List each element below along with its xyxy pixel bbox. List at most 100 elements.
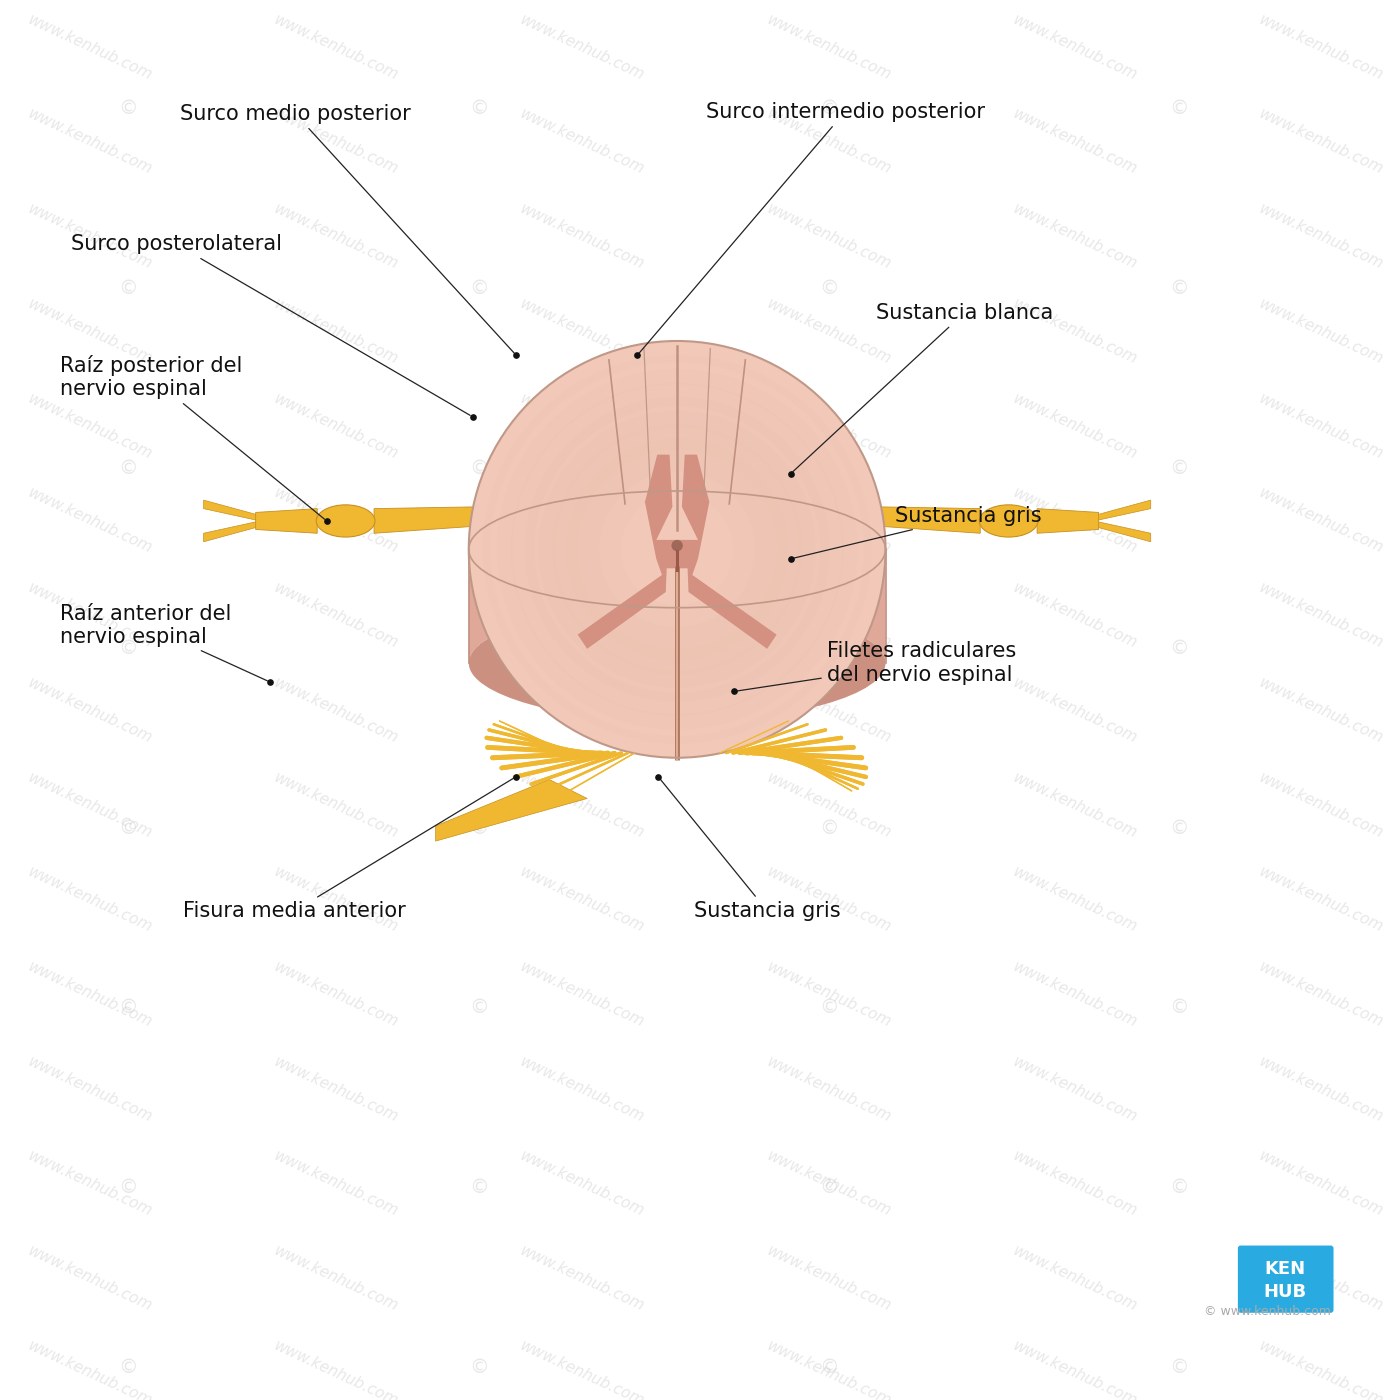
Text: Raíz anterior del
nervio espinal: Raíz anterior del nervio espinal [60,603,267,680]
Text: www.kenhub.com: www.kenhub.com [518,13,647,83]
Text: www.kenhub.com: www.kenhub.com [272,295,400,367]
Text: ©: © [469,638,489,658]
Text: ©: © [119,459,139,477]
Text: www.kenhub.com: www.kenhub.com [1011,1054,1140,1124]
Text: ©: © [819,279,839,298]
Text: www.kenhub.com: www.kenhub.com [25,1054,154,1124]
Text: www.kenhub.com: www.kenhub.com [1011,13,1140,83]
Text: ©: © [119,638,139,658]
Polygon shape [578,455,777,648]
Text: www.kenhub.com: www.kenhub.com [764,106,893,178]
Text: KEN
HUB: KEN HUB [1264,1260,1306,1301]
Text: ©: © [469,459,489,477]
Text: ©: © [1169,1358,1189,1378]
Text: www.kenhub.com: www.kenhub.com [518,864,647,935]
Text: ©: © [119,998,139,1018]
Text: ©: © [1169,459,1189,477]
Text: www.kenhub.com: www.kenhub.com [518,675,647,746]
Text: www.kenhub.com: www.kenhub.com [764,1054,893,1124]
Text: ©: © [119,1358,139,1378]
Ellipse shape [316,505,375,538]
Text: www.kenhub.com: www.kenhub.com [1011,864,1140,935]
Text: www.kenhub.com: www.kenhub.com [1257,202,1386,272]
Text: www.kenhub.com: www.kenhub.com [272,675,400,746]
Text: ©: © [119,279,139,298]
Text: www.kenhub.com: www.kenhub.com [518,1243,647,1315]
Text: www.kenhub.com: www.kenhub.com [1011,202,1140,272]
Text: www.kenhub.com: www.kenhub.com [272,770,400,840]
Text: www.kenhub.com: www.kenhub.com [1257,580,1386,651]
Text: www.kenhub.com: www.kenhub.com [1011,391,1140,462]
Text: www.kenhub.com: www.kenhub.com [25,959,154,1030]
Text: www.kenhub.com: www.kenhub.com [764,13,893,83]
Text: ©: © [1169,998,1189,1018]
Text: www.kenhub.com: www.kenhub.com [764,1338,893,1400]
Text: www.kenhub.com: www.kenhub.com [272,486,400,556]
Text: ©: © [119,98,139,118]
Text: www.kenhub.com: www.kenhub.com [518,391,647,462]
Text: www.kenhub.com: www.kenhub.com [272,1338,400,1400]
Text: www.kenhub.com: www.kenhub.com [272,106,400,178]
Text: www.kenhub.com: www.kenhub.com [1257,391,1386,462]
Text: www.kenhub.com: www.kenhub.com [25,391,154,462]
Text: ©: © [1169,98,1189,118]
Text: www.kenhub.com: www.kenhub.com [518,1054,647,1124]
Text: ©: © [469,98,489,118]
Text: Filetes radiculares
del nervio espinal: Filetes radiculares del nervio espinal [736,641,1016,692]
Text: www.kenhub.com: www.kenhub.com [764,864,893,935]
Text: www.kenhub.com: www.kenhub.com [518,1338,647,1400]
Text: www.kenhub.com: www.kenhub.com [1011,675,1140,746]
Polygon shape [1099,522,1151,542]
Text: www.kenhub.com: www.kenhub.com [25,106,154,178]
Text: ©: © [119,819,139,837]
Text: ©: © [819,998,839,1018]
Text: www.kenhub.com: www.kenhub.com [25,1148,154,1219]
Text: Fisura media anterior: Fisura media anterior [183,778,514,921]
Ellipse shape [469,491,886,608]
Text: www.kenhub.com: www.kenhub.com [518,202,647,272]
Text: www.kenhub.com: www.kenhub.com [518,580,647,651]
Text: Sustancia gris: Sustancia gris [794,507,1042,559]
Text: www.kenhub.com: www.kenhub.com [1011,1338,1140,1400]
Text: www.kenhub.com: www.kenhub.com [764,1243,893,1315]
Text: www.kenhub.com: www.kenhub.com [1011,1243,1140,1315]
Text: www.kenhub.com: www.kenhub.com [764,770,893,840]
Text: Sustancia gris: Sustancia gris [659,778,841,921]
Text: www.kenhub.com: www.kenhub.com [518,106,647,178]
Text: www.kenhub.com: www.kenhub.com [272,13,400,83]
Polygon shape [435,780,587,841]
Text: www.kenhub.com: www.kenhub.com [25,486,154,556]
Text: www.kenhub.com: www.kenhub.com [25,864,154,935]
Text: www.kenhub.com: www.kenhub.com [25,1338,154,1400]
Text: Sustancia blanca: Sustancia blanca [792,302,1053,472]
Text: ©: © [819,819,839,837]
Text: www.kenhub.com: www.kenhub.com [764,1148,893,1219]
Text: www.kenhub.com: www.kenhub.com [1257,1054,1386,1124]
Text: www.kenhub.com: www.kenhub.com [764,675,893,746]
FancyBboxPatch shape [1238,1246,1334,1313]
Text: www.kenhub.com: www.kenhub.com [764,959,893,1030]
Text: © www.kenhub.com: © www.kenhub.com [1204,1305,1330,1319]
Text: ©: © [819,459,839,477]
Text: www.kenhub.com: www.kenhub.com [1257,959,1386,1030]
Text: www.kenhub.com: www.kenhub.com [25,770,154,840]
Text: ©: © [1169,1179,1189,1197]
Text: ©: © [119,1179,139,1197]
Text: www.kenhub.com: www.kenhub.com [1257,1243,1386,1315]
Text: www.kenhub.com: www.kenhub.com [272,864,400,935]
Polygon shape [374,507,483,533]
Text: www.kenhub.com: www.kenhub.com [518,486,647,556]
Text: www.kenhub.com: www.kenhub.com [1011,770,1140,840]
Circle shape [469,342,886,757]
Text: ©: © [819,1358,839,1378]
Polygon shape [1037,508,1099,533]
Text: www.kenhub.com: www.kenhub.com [1011,580,1140,651]
Text: Surco intermedio posterior: Surco intermedio posterior [640,102,984,353]
Text: ©: © [469,1358,489,1378]
Text: www.kenhub.com: www.kenhub.com [764,580,893,651]
Text: www.kenhub.com: www.kenhub.com [1011,295,1140,367]
Ellipse shape [469,605,886,721]
Text: www.kenhub.com: www.kenhub.com [764,391,893,462]
Text: www.kenhub.com: www.kenhub.com [764,202,893,272]
Text: ©: © [469,998,489,1018]
